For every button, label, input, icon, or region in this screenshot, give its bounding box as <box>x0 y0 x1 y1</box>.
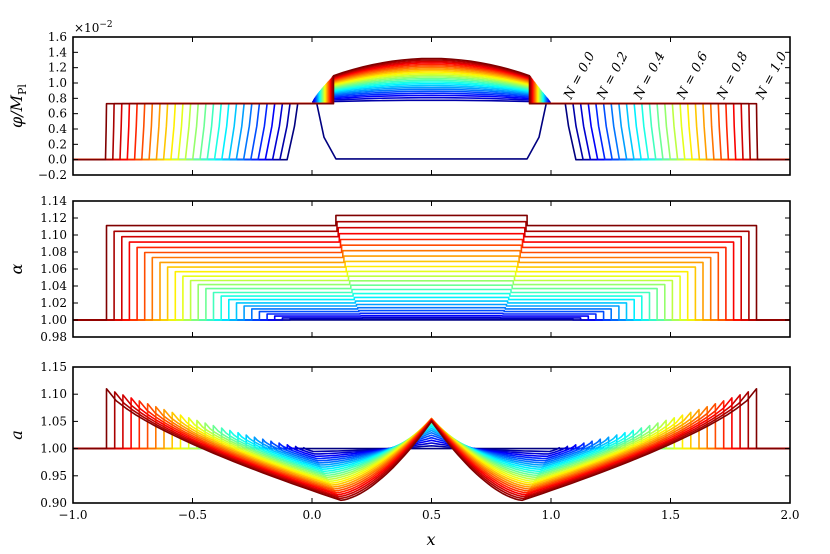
top-offset-text: ×10−2 <box>74 20 113 35</box>
series-line <box>73 316 790 321</box>
bottom-xlabel: x <box>426 530 435 549</box>
series-line <box>73 288 790 321</box>
ytick-label: 0.0 <box>48 153 67 167</box>
series-line <box>73 284 790 321</box>
ytick-label: 1.4 <box>48 45 67 59</box>
xtick-label: −1.0 <box>58 508 87 522</box>
series-line <box>73 244 790 321</box>
series-line <box>73 102 790 161</box>
ytick-label: 0.6 <box>48 107 67 121</box>
series-line <box>73 318 790 321</box>
series-line <box>73 296 790 321</box>
ytick-label: 1.04 <box>40 279 67 293</box>
series-line <box>73 422 790 475</box>
ytick-label: 1.10 <box>40 228 67 242</box>
series-line <box>73 425 790 470</box>
series-line <box>73 90 790 161</box>
series-line <box>73 427 790 468</box>
series-line <box>73 265 790 321</box>
ytick-label: 1.6 <box>48 30 67 44</box>
legend-annotation: N = 0.4 <box>631 50 669 103</box>
series-line <box>73 300 790 321</box>
series-line <box>73 214 790 321</box>
middle-ticks: 0.98 1.00 1.02 1.04 1.06 1.08 1.10 1.12 1.14 <box>40 194 791 344</box>
ytick-label: 0.4 <box>48 122 67 136</box>
xtick-label: 0.0 <box>302 508 321 522</box>
series-line <box>73 424 790 473</box>
ytick-label: 1.08 <box>40 245 67 259</box>
legend-annotation: N = 0.8 <box>714 50 752 103</box>
series-line <box>73 57 790 161</box>
ytick-label: 1.15 <box>40 360 67 374</box>
ytick-label: −0.2 <box>38 168 67 182</box>
panel-bottom: 0.90 0.95 1.00 1.05 1.10 1.15 −1.0 −0.5 0.0 0.5 1.… <box>7 360 800 549</box>
legend-annotation: N = 1.0 <box>753 50 791 103</box>
ytick-label: 1.12 <box>40 211 67 225</box>
series-line <box>73 238 790 321</box>
top-frame <box>72 36 791 176</box>
ytick-label: 1.00 <box>40 442 67 456</box>
ytick-label: 1.2 <box>48 61 67 75</box>
series-line <box>73 260 790 321</box>
series-line <box>73 429 790 466</box>
ytick-label: 0.95 <box>40 469 67 483</box>
xtick-label: 1.5 <box>661 508 680 522</box>
series-line <box>73 270 790 321</box>
bottom-frame <box>72 366 791 504</box>
series-line <box>73 439 790 458</box>
ytick-label: 0.98 <box>40 330 67 344</box>
series-line <box>73 445 790 453</box>
series-line <box>73 434 790 462</box>
series-line <box>73 309 790 321</box>
series-line <box>73 436 790 460</box>
ytick-label: 1.06 <box>40 262 67 276</box>
series-line <box>73 255 790 321</box>
legend-annotation: N = 0.2 <box>594 50 632 103</box>
series-line <box>73 306 790 321</box>
ytick-label: 1.10 <box>40 387 67 401</box>
series-line <box>73 314 790 321</box>
ytick-label: 0.90 <box>40 496 67 510</box>
series-line <box>73 280 790 321</box>
series-line <box>73 275 790 321</box>
xtick-label: 0.5 <box>422 508 441 522</box>
xtick-label: 2.0 <box>780 508 799 522</box>
ytick-label: 1.14 <box>40 194 67 208</box>
top-ticks: −0.20.0 0.20.40.6 0.81.01.2 1.41.6 <box>38 30 791 182</box>
bottom-ticks: 0.90 0.95 1.00 1.05 1.10 1.15 −1.0 −0.5 0.0 0.5 1.… <box>40 360 799 522</box>
bottom-curves <box>73 388 790 502</box>
series-line <box>73 312 790 321</box>
series-line <box>73 226 790 321</box>
middle-curves <box>73 214 790 321</box>
middle-frame <box>72 200 791 338</box>
middle-ylabel: α <box>7 263 26 274</box>
series-line <box>73 388 790 502</box>
series-line <box>73 292 790 321</box>
series-line <box>73 232 790 321</box>
top-legend-annotations: N = 0.0N = 0.2 N = 0.4 N = 0.6 N = 0.8 N = 1… <box>561 50 791 103</box>
series-line <box>73 303 790 321</box>
series-line <box>73 442 790 455</box>
ytick-label: 1.00 <box>40 313 67 327</box>
series-line <box>73 220 790 321</box>
ytick-label: 1.0 <box>48 76 67 90</box>
top-curves <box>73 57 790 161</box>
legend-annotation: N = 0.6 <box>674 50 712 103</box>
xtick-label: −0.5 <box>178 508 207 522</box>
ytick-label: 0.2 <box>48 137 67 151</box>
panel-middle: 0.98 1.00 1.02 1.04 1.06 1.08 1.10 1.12 1.14 α <box>7 194 791 344</box>
panel-top: −0.20.0 0.20.40.6 0.81.01.2 1.41.6 ×10−2 φ/… <box>7 20 791 182</box>
series-line <box>73 249 790 321</box>
series-line <box>73 432 790 464</box>
top-ylabel: φ/MPl <box>7 84 29 128</box>
bottom-ylabel: a <box>7 430 26 440</box>
ytick-label: 1.02 <box>40 296 67 310</box>
ytick-label: 1.05 <box>40 414 67 428</box>
series-line <box>73 94 790 161</box>
ytick-label: 0.8 <box>48 91 67 105</box>
legend-annotation: N = 0.0 <box>561 50 599 103</box>
xtick-label: 1.0 <box>541 508 560 522</box>
